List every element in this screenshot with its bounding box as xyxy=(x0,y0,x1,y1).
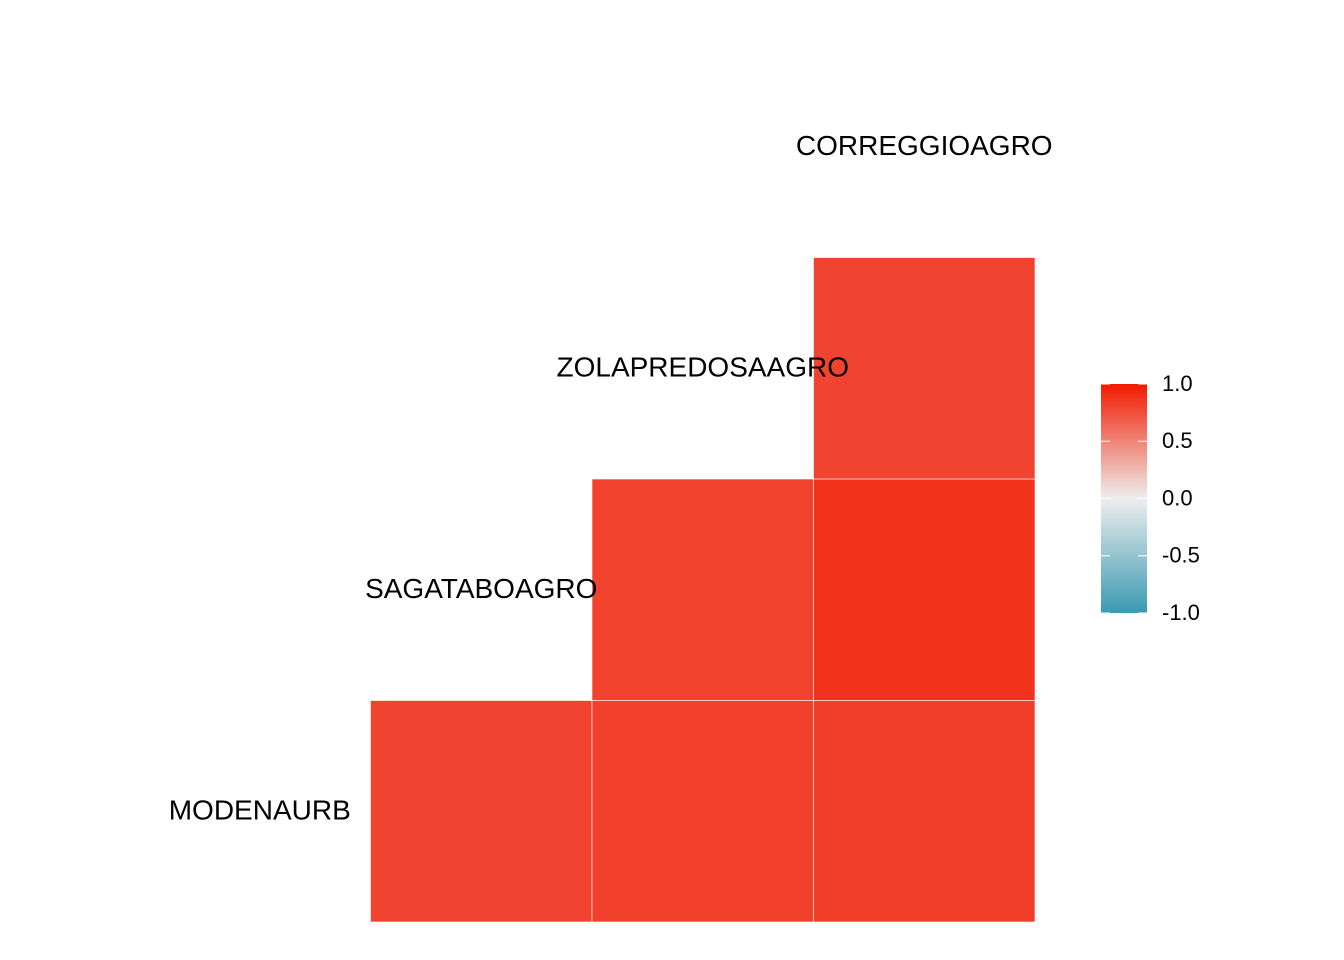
variable-label: ZOLAPREDOSAAGRO xyxy=(556,352,849,383)
heatmap-cell xyxy=(813,700,1036,923)
colorbar-tick-label: 0.5 xyxy=(1162,428,1193,453)
colorbar-tick-label: -1.0 xyxy=(1162,600,1200,625)
variable-label: SAGATABOAGRO xyxy=(365,573,597,604)
heatmap-cell xyxy=(813,478,1036,701)
heatmap-cell xyxy=(591,478,814,701)
variable-label: CORREGGIOAGRO xyxy=(796,130,1053,161)
colorbar-tick-label: 0.0 xyxy=(1162,485,1193,510)
colorbar-tick-label: 1.0 xyxy=(1162,371,1193,396)
heatmap-cell xyxy=(591,700,814,923)
heatmap-cell xyxy=(813,257,1036,480)
colorbar-tick-label: -0.5 xyxy=(1162,543,1200,568)
heatmap-cell xyxy=(370,700,593,923)
variable-label: MODENAURB xyxy=(169,795,351,826)
